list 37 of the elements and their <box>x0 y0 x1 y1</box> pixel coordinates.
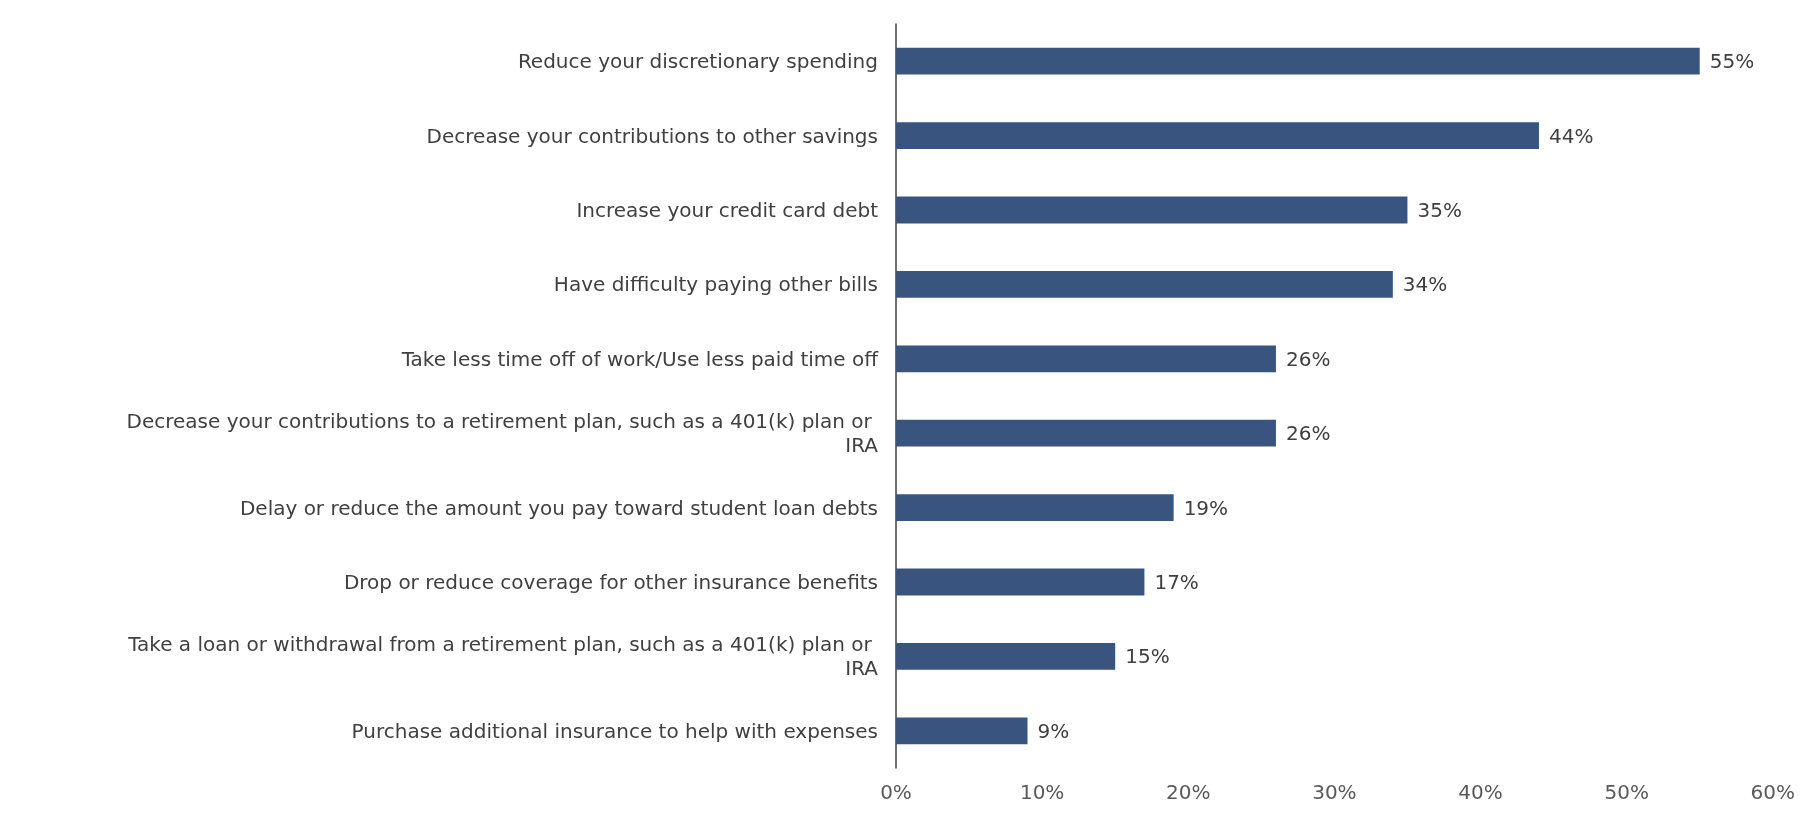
y-tick-label: Increase your credit card debt <box>576 198 879 222</box>
x-tick-label: 20% <box>1166 780 1211 804</box>
data-label: 44% <box>1548 123 1594 148</box>
bar <box>896 122 1539 149</box>
x-tick-label: 0% <box>880 780 912 804</box>
bar <box>896 47 1700 75</box>
y-tick-label: Drop or reduce coverage for other insurance benefits <box>343 570 878 594</box>
y-tick-label: Decrease your contributions to other savings <box>426 123 878 148</box>
bar <box>896 196 1408 224</box>
data-label: 55% <box>1709 49 1755 74</box>
bar <box>896 271 1393 298</box>
y-tick-label: Purchase additional insurance to help with expenses <box>351 718 878 743</box>
y-tick-label: Have difficulty paying other bills <box>553 272 878 297</box>
data-label: 19% <box>1183 495 1229 520</box>
data-label: 17% <box>1154 570 1199 594</box>
y-tick-label: Reduce your discretionary spending <box>517 49 878 74</box>
data-label: 34% <box>1402 272 1448 297</box>
bar <box>896 419 1276 447</box>
x-tick-label: 30% <box>1312 780 1357 804</box>
bar <box>896 494 1174 521</box>
data-label: 26% <box>1285 346 1331 371</box>
bar <box>896 568 1145 596</box>
x-tick-label: 50% <box>1604 780 1649 804</box>
bar <box>896 345 1276 373</box>
y-tick-label: Take a loan or withdrawal from a retirement plan, such as a 401(k) plan or IRA <box>127 632 879 681</box>
x-tick-label: 60% <box>1750 780 1795 804</box>
x-tick-label: 40% <box>1458 780 1503 804</box>
bar <box>896 643 1116 670</box>
x-tick-label: 10% <box>1019 780 1065 804</box>
data-label: 26% <box>1285 421 1331 446</box>
data-label: 35% <box>1417 198 1462 222</box>
y-tick-label: Take less time off of work/Use less paid time off <box>400 346 880 371</box>
y-tick-label: Delay or reduce the amount you pay toward student loan debts <box>239 495 878 520</box>
data-label: 9% <box>1037 718 1070 743</box>
bar <box>896 717 1028 745</box>
data-label: 15% <box>1125 644 1170 669</box>
y-tick-label: Decrease your contributions to a retirement plan, such as a 401(k) plan or IRA <box>126 409 879 458</box>
